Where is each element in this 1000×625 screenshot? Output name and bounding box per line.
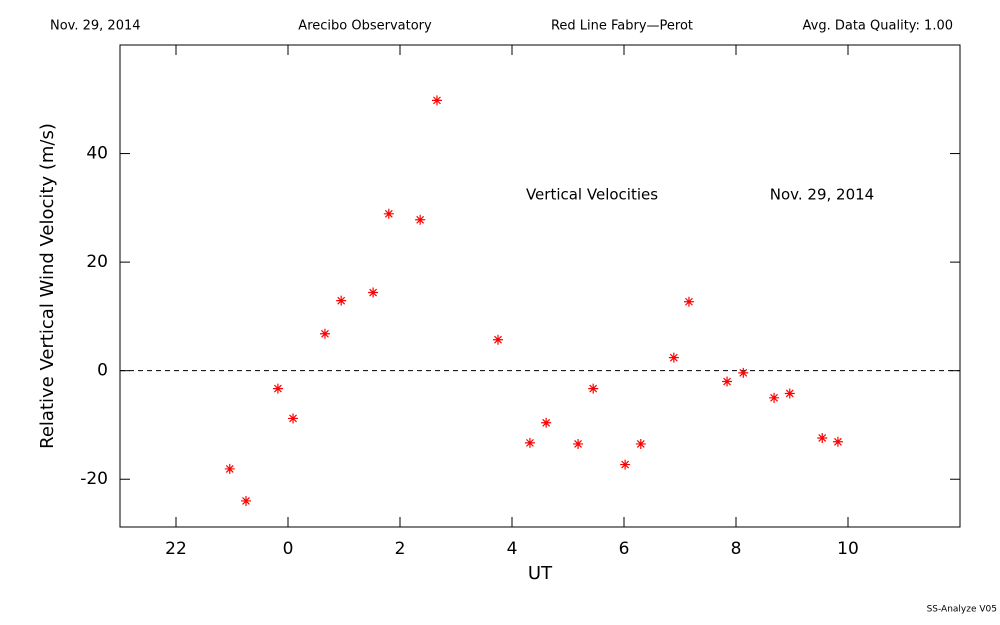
marker: [368, 287, 379, 298]
x-tick-label: 6: [619, 539, 630, 559]
marker: [431, 95, 442, 106]
marker: [817, 432, 828, 443]
x-tick-label: 2: [395, 539, 406, 559]
header-date: Nov. 29, 2014: [50, 19, 141, 34]
x-tick-label: 10: [837, 539, 859, 559]
header-quality: Avg. Data Quality: 1.00: [803, 19, 953, 34]
marker: [272, 383, 283, 394]
plot-frame: [119, 44, 961, 528]
marker: [784, 388, 795, 399]
x-tick-label: 0: [283, 539, 294, 559]
marker: [493, 334, 503, 345]
marker: [722, 376, 733, 387]
marker: [383, 208, 394, 219]
marker: [769, 392, 780, 403]
marker: [738, 367, 749, 378]
marker: [588, 383, 599, 394]
y-tick-label: 20: [86, 252, 108, 272]
marker: [288, 413, 299, 424]
annotation: Nov. 29, 2014: [770, 186, 874, 204]
x-axis-label: UT: [528, 563, 553, 584]
header-instrument: Red Line Fabry—Perot: [551, 19, 693, 34]
marker: [683, 296, 694, 307]
marker: [415, 214, 426, 225]
y-tick-label: 40: [86, 144, 108, 164]
marker: [336, 295, 347, 306]
y-axis-label: Relative Vertical Wind Velocity (m/s): [37, 123, 58, 449]
marker: [541, 417, 552, 428]
marker: [635, 438, 646, 449]
annotation: Vertical Velocities: [526, 186, 658, 204]
footer: SS-Analyze V05: [927, 605, 997, 615]
y-tick-label: 0: [97, 361, 108, 381]
marker: [620, 459, 631, 470]
x-tick-label: 4: [507, 539, 518, 559]
marker: [668, 352, 679, 363]
marker: [319, 328, 330, 339]
marker: [573, 438, 584, 449]
marker: [832, 436, 843, 447]
x-tick-label: 22: [165, 539, 187, 559]
marker: [524, 437, 535, 448]
marker: [224, 463, 235, 474]
y-tick-label: -20: [80, 469, 108, 489]
marker: [241, 495, 251, 506]
x-tick-label: 8: [731, 539, 742, 559]
header-site: Arecibo Observatory: [298, 19, 432, 34]
